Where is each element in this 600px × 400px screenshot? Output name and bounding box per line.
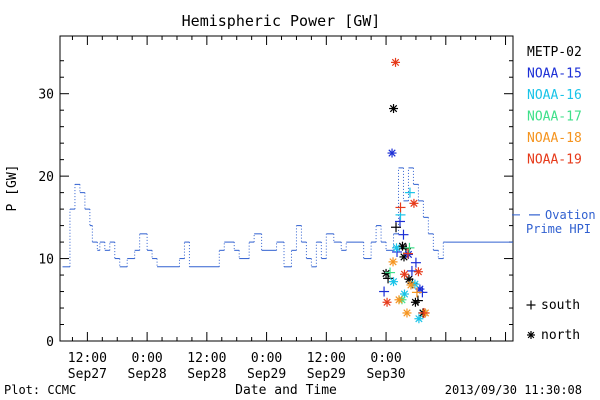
symbol-legend: south north	[526, 298, 580, 343]
x-axis-label: Date and Time	[235, 383, 337, 398]
plot-timestamp: 2013/09/30 11:30:08	[445, 383, 582, 397]
legend-entry: NOAA-16	[527, 88, 582, 103]
y-axis-label: P [GW]	[5, 165, 20, 212]
south-point	[391, 222, 402, 233]
north-point	[413, 267, 423, 277]
north-point	[402, 308, 412, 318]
south-point	[402, 248, 413, 259]
x-tick-date-label: Sep30	[366, 367, 405, 382]
x-tick-date-label: Sep28	[128, 367, 167, 382]
y-axis: 0 10 20 30	[38, 60, 513, 350]
x-tick-time-label: 12:00	[187, 351, 226, 366]
legend-entry: METP-02	[527, 45, 582, 60]
south-point	[395, 202, 406, 213]
north-point	[394, 295, 404, 305]
north-point	[388, 257, 398, 267]
y-tick-label: 30	[38, 88, 54, 103]
x-tick-time-label: 0:00	[131, 351, 162, 366]
x-tick-date-label: Sep27	[68, 367, 107, 382]
south-point	[398, 229, 409, 240]
x-tick-date-label: Sep29	[247, 367, 286, 382]
legend-entry: NOAA-15	[527, 67, 582, 82]
legend: METP-02 NOAA-15 NOAA-16 NOAA-17 NOAA-18 NOAA-…	[527, 45, 582, 168]
north-point	[410, 297, 420, 307]
ovation-prime-series	[62, 167, 513, 268]
north-symbol-legend: north	[527, 328, 580, 343]
south-symbol-legend: south	[526, 298, 580, 313]
x-tick-date-label: Sep28	[187, 367, 226, 382]
north-point	[399, 269, 409, 279]
x-tick-time-label: 0:00	[370, 351, 401, 366]
plot-area	[59, 35, 514, 342]
south-point	[379, 286, 390, 297]
plot-credit: Plot: CCMC	[4, 383, 76, 397]
y-tick-label: 20	[38, 170, 54, 185]
north-point	[406, 280, 416, 290]
chart-title: Hemispheric Power [GW]	[182, 12, 381, 30]
south-point	[404, 242, 415, 253]
south-point	[418, 307, 429, 318]
south-point	[410, 257, 421, 268]
legend-entry: NOAA-19	[527, 153, 582, 168]
south-point	[383, 273, 394, 284]
north-point	[381, 268, 391, 278]
north-point	[387, 148, 397, 158]
south-point	[385, 267, 396, 278]
x-tick-time-label: 0:00	[251, 351, 282, 366]
x-tick-time-label: 12:00	[68, 351, 107, 366]
south-point	[412, 295, 423, 306]
south-point	[404, 187, 415, 198]
south-point	[406, 265, 417, 276]
x-tick-time-label: 12:00	[307, 351, 346, 366]
legend-entry: NOAA-18	[527, 131, 582, 146]
north-point	[389, 104, 399, 114]
symbol-legend-label: north	[541, 328, 580, 343]
y-tick-label: 10	[38, 253, 54, 268]
satellite-points	[379, 57, 430, 324]
y-tick-label: 0	[46, 335, 54, 350]
north-point	[392, 243, 402, 253]
north-point	[389, 277, 399, 287]
north-point	[414, 314, 424, 324]
north-point	[409, 198, 419, 208]
ovation-legend-label-cont: Prime HPI	[526, 222, 591, 236]
north-point	[382, 297, 392, 307]
symbol-legend-label: south	[541, 298, 580, 313]
south-point	[411, 287, 422, 298]
ovation-legend-label: Ovation	[545, 208, 596, 222]
north-point	[391, 57, 401, 67]
x-tick-date-label: Sep29	[307, 367, 346, 382]
legend-entry: NOAA-17	[527, 110, 582, 125]
x-axis: 12:00Sep270:00Sep2812:00Sep280:00Sep2912…	[68, 36, 507, 382]
ovation-legend: Ovation Prime HPI	[512, 208, 596, 236]
